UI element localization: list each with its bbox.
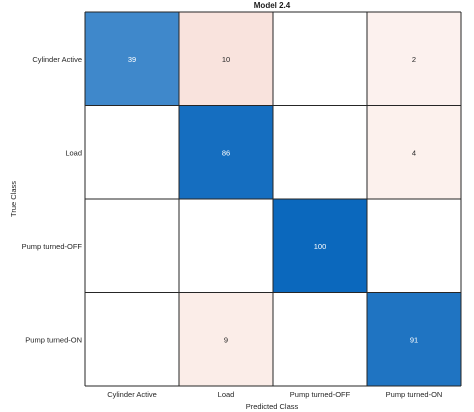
- cell-value-label: 86: [222, 148, 230, 157]
- matrix-cell: [179, 199, 273, 293]
- x-tick-label: Load: [218, 390, 235, 399]
- matrix-grid: [84, 11, 462, 387]
- y-tick-label: Pump turned-ON: [25, 335, 82, 344]
- cell-value-label: 100: [314, 242, 327, 251]
- cell-value-label: 9: [224, 335, 228, 344]
- x-tick-label: Pump turned-ON: [386, 390, 443, 399]
- chart-title: Model 2.4: [254, 1, 291, 10]
- matrix-cell: [179, 12, 273, 106]
- cell-value-label: 91: [410, 335, 418, 344]
- matrix-cell: [367, 105, 461, 199]
- cell-value-label: 4: [412, 148, 416, 157]
- cell-value-label: 10: [222, 55, 230, 64]
- matrix-cell: [367, 199, 461, 293]
- x-axis-label: Predicted Class: [246, 402, 299, 411]
- matrix-cell: [85, 12, 179, 106]
- matrix-cell: [273, 292, 367, 386]
- y-tick-label: Cylinder Active: [32, 55, 82, 64]
- matrix-cell: [367, 292, 461, 386]
- matrix-cells: [85, 12, 461, 386]
- y-axis-label: True Class: [9, 181, 18, 217]
- matrix-cell: [85, 199, 179, 293]
- matrix-cell: [273, 199, 367, 293]
- matrix-cell: [367, 12, 461, 106]
- matrix-cell: [85, 292, 179, 386]
- matrix-cell: [179, 105, 273, 199]
- matrix-cell: [85, 105, 179, 199]
- matrix-cell: [179, 292, 273, 386]
- x-tick-label: Cylinder Active: [107, 390, 157, 399]
- y-tick-label: Pump turned-OFF: [22, 242, 83, 251]
- cell-value-label: 39: [128, 55, 136, 64]
- matrix-cell: [273, 12, 367, 106]
- matrix-labels: 39 10 2 86 4 100 9 91 Cylinder Active Load Pump tu…: [22, 55, 443, 399]
- cell-value-label: 2: [412, 55, 416, 64]
- matrix-cell: [273, 105, 367, 199]
- x-tick-label: Pump turned-OFF: [290, 390, 351, 399]
- y-tick-label: Load: [65, 148, 82, 157]
